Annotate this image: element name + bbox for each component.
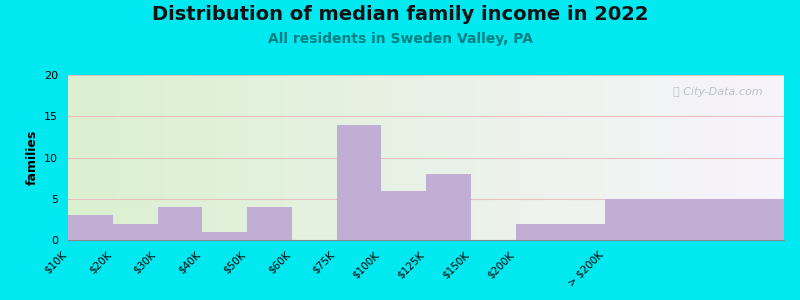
Text: ⓘ City-Data.com: ⓘ City-Data.com	[673, 86, 762, 97]
Bar	[515, 224, 605, 240]
Bar	[605, 199, 784, 240]
Bar	[68, 215, 113, 240]
Bar	[382, 190, 426, 240]
Y-axis label: families: families	[26, 130, 38, 185]
Bar	[247, 207, 292, 240]
Bar	[202, 232, 247, 240]
Bar	[426, 174, 470, 240]
Bar	[337, 124, 382, 240]
Text: Distribution of median family income in 2022: Distribution of median family income in …	[152, 4, 648, 23]
Bar	[158, 207, 202, 240]
Text: All residents in Sweden Valley, PA: All residents in Sweden Valley, PA	[267, 32, 533, 46]
Bar	[113, 224, 158, 240]
